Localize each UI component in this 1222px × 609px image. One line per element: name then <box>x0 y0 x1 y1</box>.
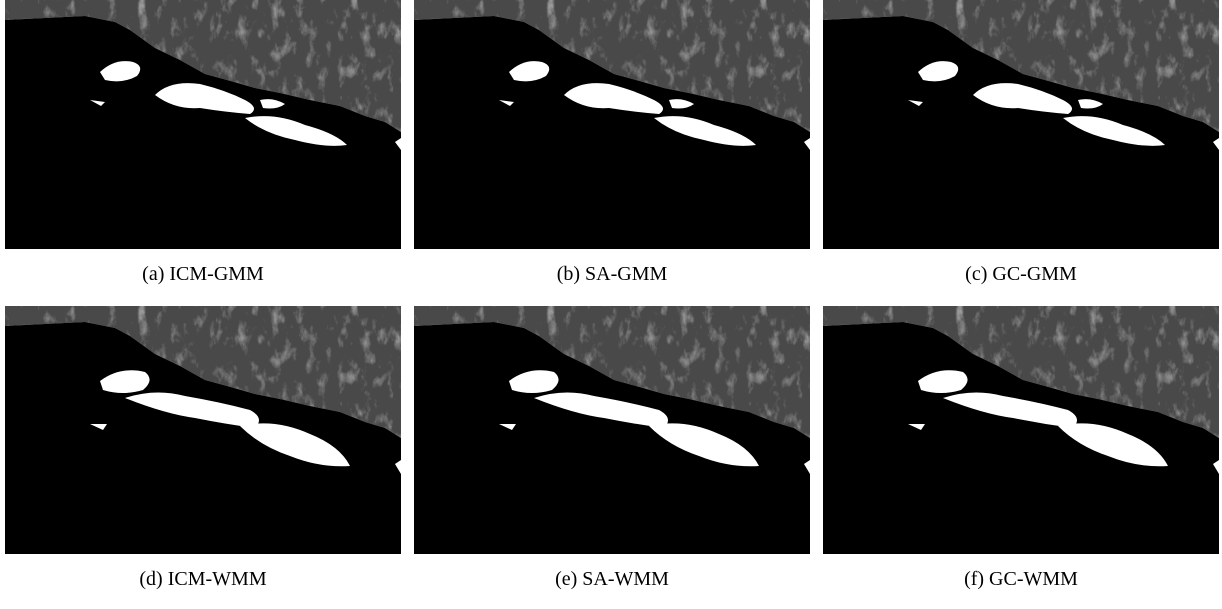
panel: (d) ICM-WMM <box>5 306 401 591</box>
panel: (c) GC-GMM <box>823 0 1219 286</box>
caption: (c) GC-GMM <box>823 263 1219 286</box>
caption: (e) SA-WMM <box>414 568 810 591</box>
caption: (d) ICM-WMM <box>5 568 401 591</box>
segmentation-image <box>823 0 1219 249</box>
figure: (a) ICM-GMM (b) SA-GMM (c) GC-GMM (d) ICM-W… <box>0 0 1222 609</box>
panel: (f) GC-WMM <box>823 306 1219 591</box>
panel: (e) SA-WMM <box>414 306 810 591</box>
panel: (b) SA-GMM <box>414 0 810 286</box>
caption: (f) GC-WMM <box>823 568 1219 591</box>
segmentation-image <box>414 306 810 554</box>
segmentation-image <box>5 306 401 554</box>
caption: (b) SA-GMM <box>414 263 810 286</box>
caption: (a) ICM-GMM <box>5 263 401 286</box>
segmentation-image <box>414 0 810 249</box>
segmentation-image <box>5 0 401 249</box>
segmentation-image <box>823 306 1219 554</box>
panel: (a) ICM-GMM <box>5 0 401 286</box>
